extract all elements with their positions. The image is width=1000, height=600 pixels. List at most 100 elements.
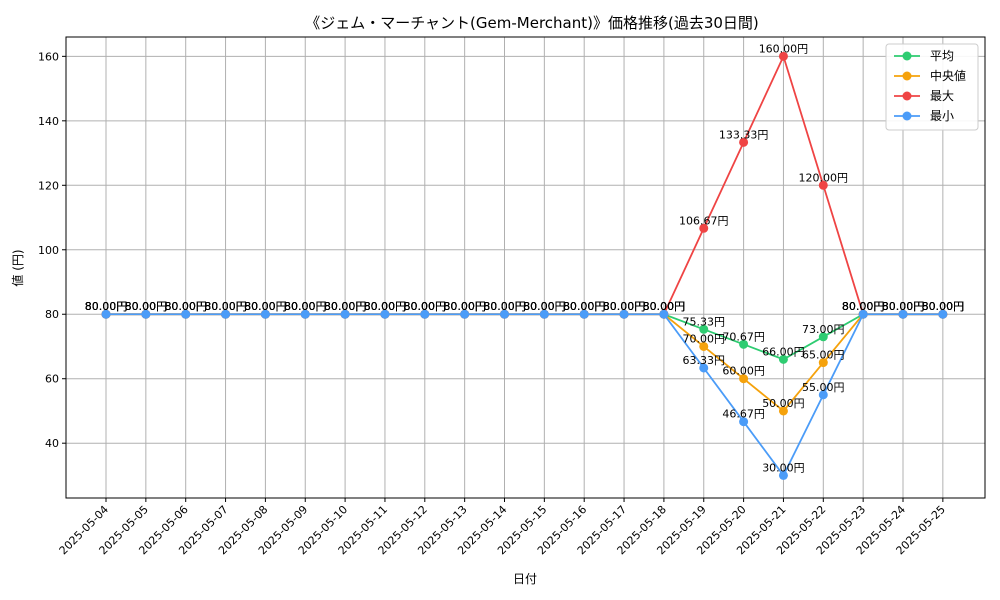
data-label: 80.00円 [922, 300, 965, 313]
data-label: 80.00円 [364, 300, 407, 313]
data-label: 80.00円 [85, 300, 128, 313]
data-point [739, 417, 749, 427]
data-label: 80.00円 [404, 300, 447, 313]
data-label: 80.00円 [404, 300, 447, 313]
chart-title: 《ジェム・マーチャント(Gem-Merchant)》価格推移(過去30日間) [305, 14, 759, 32]
data-label: 80.00円 [204, 300, 247, 313]
data-label: 80.00円 [603, 300, 646, 313]
data-label: 80.00円 [483, 300, 526, 313]
data-label: 80.00円 [85, 300, 128, 313]
data-point [420, 309, 430, 319]
data-point [221, 309, 231, 319]
data-label: 70.00円 [683, 332, 726, 345]
data-label: 80.00円 [324, 300, 367, 313]
data-label: 75.33円 [683, 315, 726, 328]
data-label: 66.00円 [762, 345, 805, 358]
data-label: 80.00円 [483, 300, 526, 313]
y-tick-label: 80 [45, 308, 59, 321]
data-label: 80.00円 [922, 300, 965, 313]
data-point [539, 309, 549, 319]
data-point [260, 309, 270, 319]
data-label: 80.00円 [284, 300, 327, 313]
data-label: 80.00円 [603, 300, 646, 313]
data-label: 80.00円 [164, 300, 207, 313]
data-point [699, 223, 709, 233]
axes: 2025-05-042025-05-052025-05-062025-05-07… [38, 36, 986, 557]
data-label: 80.00円 [922, 300, 965, 313]
data-point [818, 180, 828, 190]
data-label: 80.00円 [842, 300, 885, 313]
data-label: 80.00円 [204, 300, 247, 313]
data-label: 80.00円 [603, 300, 646, 313]
data-point [181, 309, 191, 319]
data-label: 80.00円 [204, 300, 247, 313]
data-label: 80.00円 [922, 300, 965, 313]
grid-lines [66, 37, 985, 498]
data-label: 80.00円 [603, 300, 646, 313]
y-tick-label: 40 [45, 437, 59, 450]
y-tick-label: 100 [38, 244, 59, 257]
data-label: 80.00円 [483, 300, 526, 313]
data-label: 80.00円 [643, 300, 686, 313]
data-label: 80.00円 [483, 300, 526, 313]
data-label: 80.00円 [85, 300, 128, 313]
y-tick-label: 160 [38, 50, 59, 63]
data-point [739, 374, 749, 384]
data-point [699, 363, 709, 373]
data-label: 80.00円 [284, 300, 327, 313]
data-point [579, 309, 589, 319]
data-point [500, 309, 509, 319]
data-label: 55.00円 [802, 381, 845, 394]
data-label: 80.00円 [563, 300, 606, 313]
data-label: 80.00円 [443, 300, 486, 313]
data-label: 80.00円 [244, 300, 287, 313]
data-label: 80.00円 [164, 300, 207, 313]
data-label: 63.33円 [683, 354, 726, 367]
data-label: 80.00円 [523, 300, 566, 313]
data-label: 80.00円 [244, 300, 287, 313]
legend-marker [902, 111, 912, 121]
data-label: 80.00円 [443, 300, 486, 313]
data-label: 80.00円 [125, 300, 168, 313]
data-label: 80.00円 [324, 300, 367, 313]
data-point [778, 354, 788, 364]
legend-label: 最大 [930, 89, 954, 103]
data-point [699, 341, 709, 351]
data-point [818, 332, 828, 342]
legend-label: 最小 [930, 109, 954, 123]
data-label: 65.00円 [802, 349, 845, 362]
data-label: 80.00円 [443, 300, 486, 313]
data-point [659, 309, 669, 319]
data-label: 80.00円 [244, 300, 287, 313]
data-label: 80.00円 [563, 300, 606, 313]
data-label: 80.00円 [563, 300, 606, 313]
data-point [141, 309, 151, 319]
series-line-3 [106, 313, 943, 478]
data-label: 80.00円 [204, 300, 247, 313]
plot-frame [65, 36, 986, 499]
data-point [858, 309, 868, 319]
data-label: 80.00円 [882, 300, 925, 313]
data-point [778, 406, 788, 416]
y-tick-label: 120 [38, 179, 59, 192]
data-label: 80.00円 [324, 300, 367, 313]
data-label: 80.00円 [882, 300, 925, 313]
data-label: 80.00円 [523, 300, 566, 313]
data-label: 80.00円 [164, 300, 207, 313]
data-point [778, 51, 788, 61]
data-label: 80.00円 [842, 300, 885, 313]
data-labels: 80.00円80.00円80.00円80.00円80.00円80.00円80.0… [85, 42, 964, 474]
data-label: 70.67円 [722, 330, 765, 343]
data-label: 80.00円 [404, 300, 447, 313]
data-label: 80.00円 [443, 300, 486, 313]
data-label: 80.00円 [643, 300, 686, 313]
data-label: 80.00円 [284, 300, 327, 313]
legend-label: 中央値 [930, 68, 966, 83]
data-point [818, 358, 828, 368]
data-label: 80.00円 [324, 300, 367, 313]
data-point [101, 309, 111, 319]
data-label: 106.67円 [679, 214, 729, 227]
